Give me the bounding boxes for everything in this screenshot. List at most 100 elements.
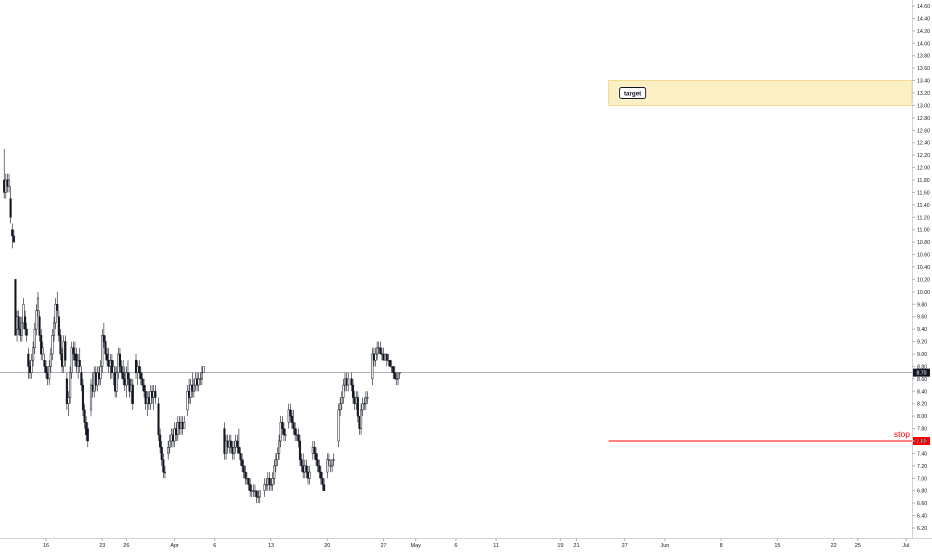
candle-body-down <box>385 353 388 361</box>
candle-body-up <box>69 372 72 398</box>
candle <box>366 391 369 404</box>
candle-body-down <box>229 440 232 448</box>
x-tick-label: Apr <box>170 543 179 549</box>
candle <box>7 173 11 193</box>
candle <box>163 465 167 479</box>
candle-body-up <box>376 347 379 355</box>
candle-body-up <box>396 372 400 380</box>
candle <box>337 403 340 448</box>
x-tick-label: 6 <box>213 543 216 549</box>
x-tick-label: 21 <box>573 543 579 549</box>
candle <box>30 354 33 379</box>
y-tick-label: 11.20 <box>917 215 930 221</box>
x-tick-label: 15 <box>774 543 780 549</box>
candle-body-up <box>340 397 343 404</box>
candle-body-up <box>366 397 369 399</box>
y-tick-label: 10.80 <box>917 240 930 246</box>
candle <box>329 459 332 473</box>
x-tick-label: 27 <box>381 543 387 549</box>
candle-body-down <box>126 372 130 380</box>
candle <box>89 378 93 417</box>
candle-body-up <box>269 484 273 486</box>
candle-body-down <box>122 372 125 380</box>
candle <box>364 391 367 410</box>
candle <box>33 322 36 354</box>
y-tick-label: 13.00 <box>917 103 930 109</box>
candle-body-up <box>186 391 189 411</box>
candle-body-up <box>273 465 276 479</box>
y-tick-label: 13.40 <box>917 79 930 85</box>
candle <box>57 310 60 342</box>
candle-body-up <box>398 372 401 374</box>
candle <box>70 341 73 379</box>
candle-body-down <box>72 347 75 355</box>
candle-body-down <box>297 434 300 442</box>
candle <box>67 391 70 417</box>
y-tick-label: 11.40 <box>917 203 930 209</box>
y-tick-label: 14.40 <box>917 16 930 22</box>
x-tick-label: 23 <box>99 543 105 549</box>
candle-body-up <box>115 372 118 392</box>
candle-body-down <box>56 304 59 311</box>
x-tick-label: 22 <box>831 543 837 549</box>
x-tick-label: 25 <box>855 543 861 549</box>
y-tick-label: 6.60 <box>917 501 927 507</box>
candle <box>199 372 202 386</box>
candle <box>229 434 232 454</box>
candle <box>361 397 364 417</box>
candle <box>398 372 401 379</box>
candle <box>32 341 35 367</box>
candle <box>315 447 318 466</box>
candle <box>271 472 274 491</box>
candle-body-down <box>282 428 285 436</box>
candle-body-down <box>313 446 316 454</box>
candle <box>59 329 62 361</box>
candle <box>157 397 160 441</box>
candle-body-up <box>112 366 115 373</box>
candle-body-down <box>350 378 353 386</box>
candle <box>160 441 163 466</box>
candle <box>356 391 359 423</box>
candle-body-up <box>192 384 195 392</box>
candle-body-down <box>81 384 85 411</box>
y-tick-label: 13.60 <box>917 66 930 72</box>
candle-body-up <box>7 179 11 187</box>
x-tick-label: 6 <box>454 543 457 549</box>
candle <box>385 353 388 367</box>
candle <box>388 359 392 367</box>
candle-body-down <box>316 459 319 467</box>
candle <box>289 403 292 423</box>
candle-body-down <box>159 434 162 448</box>
candle-body-down <box>83 409 86 423</box>
y-tick-label: 9.00 <box>917 352 927 358</box>
candle-body-up <box>257 496 260 498</box>
candle <box>305 459 308 479</box>
candle-body-down <box>12 235 15 243</box>
target-label: target <box>624 90 641 97</box>
candle <box>131 378 134 410</box>
candle-body-down <box>315 453 318 460</box>
candle <box>54 298 57 330</box>
x-tick-label: 26 <box>123 543 129 549</box>
candle-body-down <box>244 471 247 479</box>
candle <box>120 360 123 379</box>
candle-body-down <box>57 316 60 336</box>
candle-body-down <box>138 366 141 373</box>
candle-body-up <box>332 459 335 461</box>
candle <box>279 416 282 448</box>
y-tick-label: 6.80 <box>917 489 927 495</box>
current-price-tag <box>913 368 930 377</box>
y-tick-label: 7.00 <box>917 476 927 482</box>
candle-body-down <box>27 353 30 367</box>
candle <box>14 279 17 336</box>
candle-body-up <box>200 372 203 380</box>
candle-body-down <box>294 428 297 436</box>
y-tick-label: 8.20 <box>917 402 927 408</box>
candle <box>339 397 342 417</box>
candle-body-up <box>327 459 330 461</box>
candle <box>347 372 350 392</box>
candle <box>118 347 121 373</box>
candle <box>154 385 157 404</box>
